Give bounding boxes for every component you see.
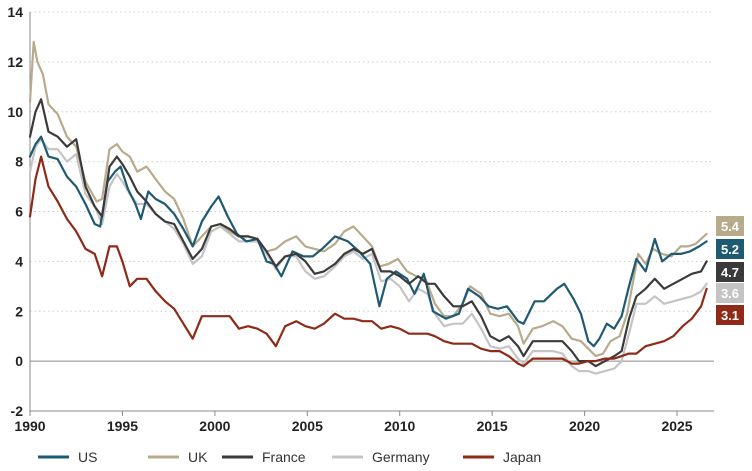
series-line-us [28,135,708,348]
end-label-germany: 3.6 [716,283,744,303]
y-tick-label: -2 [11,403,24,419]
legend-label: Germany [372,449,430,465]
end-label-badge [716,283,744,303]
end-label-value: 3.6 [721,286,739,301]
gridlines [30,11,714,412]
x-tick-label: 2010 [384,418,415,434]
legend-item-uk: UK [148,449,208,465]
series-lines [28,40,708,375]
x-tick-label: 1995 [107,418,138,434]
x-tick-label: 2015 [477,418,508,434]
y-tick-label: 10 [7,104,23,120]
y-tick-label: 8 [15,154,23,170]
end-label-us: 5.2 [716,239,744,259]
x-tick-label: 2020 [569,418,600,434]
end-label-value: 5.4 [721,219,740,234]
legend-label: US [78,449,97,465]
y-tick-label: 12 [7,54,23,70]
y-tick-label: 0 [15,353,23,369]
end-labels: 5.2 5.4 4.7 3.6 3.1 [716,216,744,325]
x-axis: 1990 1995 2000 2005 2010 2015 2020 2025 [14,411,693,434]
end-label-uk: 5.4 [716,216,744,236]
end-label-value: 5.2 [721,242,739,257]
legend-item-japan: Japan [463,449,541,465]
series-line-france [28,98,708,368]
series-line-uk [28,40,708,358]
legend-item-france: France [222,449,306,465]
end-label-badge [716,262,744,282]
end-label-value: 4.7 [721,265,739,280]
legend-label: UK [188,449,208,465]
end-label-badge [716,305,744,325]
legend-item-germany: Germany [332,449,430,465]
y-tick-label: 4 [15,253,23,269]
end-label-badge [716,239,744,259]
y-axis: -2 0 2 4 6 8 10 12 14 [7,4,714,419]
x-tick-label: 2025 [661,418,692,434]
x-tick-label: 2000 [199,418,230,434]
x-tick-label: 1990 [14,418,45,434]
end-label-value: 3.1 [721,308,739,323]
y-tick-label: 6 [15,204,23,220]
series-line-germany [28,138,708,375]
legend-label: Japan [503,449,541,465]
x-tick-label: 2005 [292,418,323,434]
legend-item-us: US [38,449,97,465]
legend: US UK France Germany Japan [38,449,541,465]
end-label-japan: 3.1 [716,305,744,325]
end-label-badge [716,216,744,236]
end-label-france: 4.7 [716,262,744,282]
legend-label: France [262,449,306,465]
y-tick-label: 2 [15,303,23,319]
series-line-japan [28,155,708,368]
y-tick-label: 14 [7,4,23,20]
